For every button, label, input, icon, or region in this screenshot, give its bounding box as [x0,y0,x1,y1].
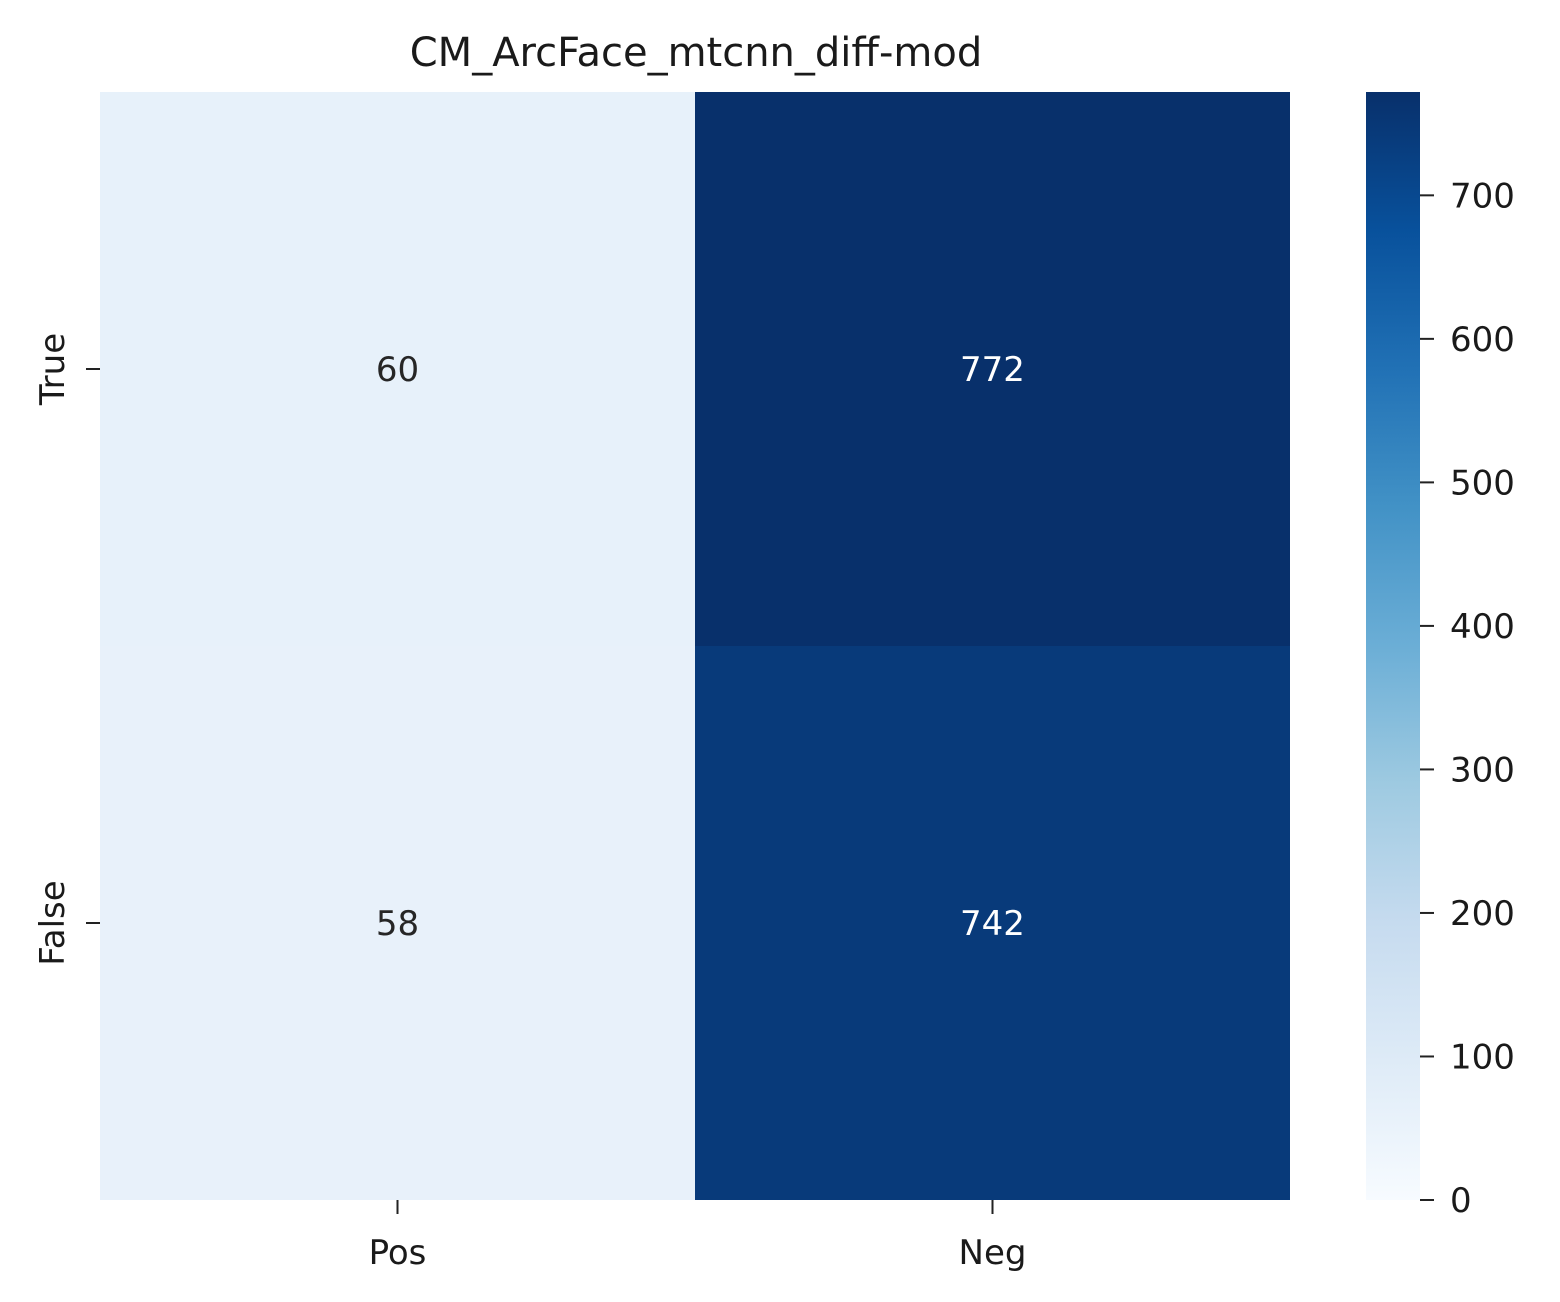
heatmap-cell [695,646,1290,1200]
colorbar-tick-label: 600 [1450,320,1515,360]
heatmap-cell [100,92,695,646]
colorbar [1366,92,1420,1200]
colorbar-tick-label: 700 [1450,176,1515,216]
colorbar-tick-label: 200 [1450,894,1515,934]
colorbar-tick-label: 300 [1450,750,1515,790]
x-tick-label: Neg [959,1233,1027,1273]
colorbar-tick-label: 400 [1450,607,1515,647]
cell-value-label: 58 [376,904,419,944]
y-axis: True False [33,333,100,966]
cell-value-label: 772 [960,350,1025,390]
colorbar-tick-label: 100 [1450,1037,1515,1077]
heatmap-cell [100,646,695,1200]
colorbar-ticks: 0 100 200 300 400 500 600 700 [1420,176,1515,1221]
heatmap-cells [100,92,1290,1200]
y-tick-label: False [33,880,73,965]
x-axis: Pos Neg [369,1200,1027,1273]
chart-title: CM_ArcFace_mtcnn_diff-mod [410,30,982,76]
cell-value-label: 742 [960,904,1025,944]
heatmap-cell [695,92,1290,646]
cell-annotations: 60 772 58 742 [376,350,1025,944]
x-tick-label: Pos [369,1233,427,1273]
cell-value-label: 60 [376,350,419,390]
y-tick-label: True [33,333,73,406]
colorbar-tick-label: 500 [1450,463,1515,503]
colorbar-tick-label: 0 [1450,1181,1472,1221]
